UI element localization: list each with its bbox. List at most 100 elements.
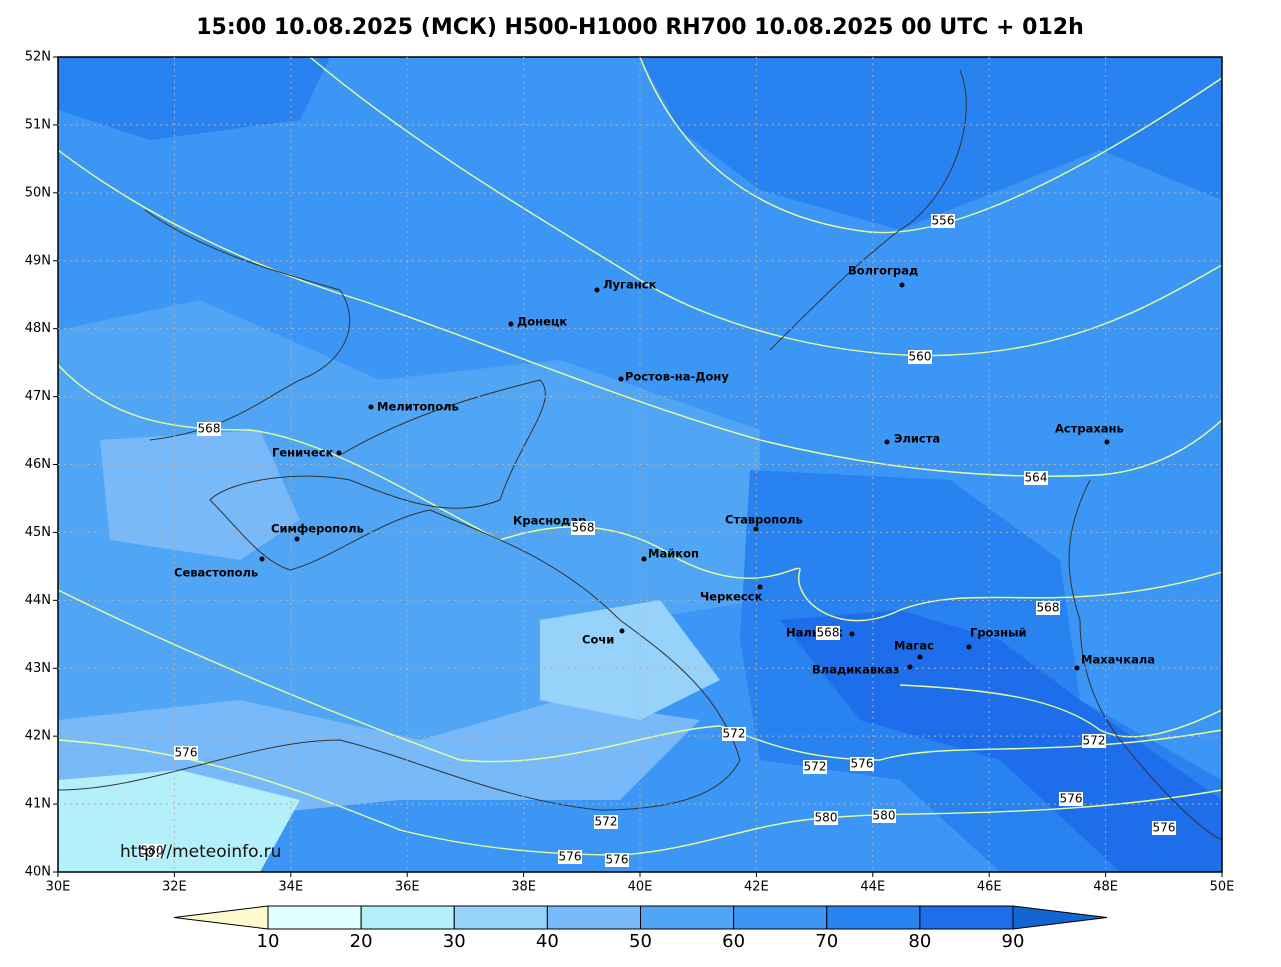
lat-label: 43N [25, 661, 51, 676]
city-dot [1104, 439, 1110, 445]
lon-label: 48E [1093, 880, 1118, 895]
contour-label-bg [140, 844, 164, 858]
city-label: Мелитополь [377, 400, 459, 414]
colorbar-segment [826, 905, 921, 930]
colorbar-segment [733, 905, 828, 930]
lat-label: 42N [25, 729, 51, 744]
city-label: Севастополь [174, 566, 258, 580]
contour-label: 576 [1060, 792, 1083, 806]
lat-label: 49N [25, 253, 51, 268]
lat-label: 41N [25, 797, 51, 812]
colorbar-label: 20 [350, 931, 373, 952]
colorbar-label: 90 [1002, 931, 1025, 952]
contour-label-bg [872, 809, 896, 823]
contour-label: 572 [723, 727, 746, 741]
contour-label-bg [1059, 792, 1083, 806]
colorbar-label: 60 [722, 931, 745, 952]
lat-label: 40N [25, 865, 51, 880]
colorbar-label: 50 [629, 931, 652, 952]
lon-label: 38E [511, 880, 536, 895]
city-dot [336, 450, 342, 456]
city-dot [849, 631, 855, 637]
city-label: Луганск [603, 278, 657, 292]
lon-label: 34E [278, 880, 303, 895]
contour-label-bg [908, 350, 932, 364]
source-url: http://meteoinfo.ru [120, 842, 281, 862]
city-label: Геническ [272, 446, 334, 460]
contour-label: 572 [1083, 734, 1106, 748]
city-dot [508, 321, 514, 327]
contour-label-bg [197, 422, 221, 436]
contour-label-bg [1082, 734, 1106, 748]
lat-label: 51N [25, 117, 51, 132]
city-dot [753, 526, 759, 532]
city-label: Симферополь [271, 522, 364, 536]
lat-label: 48N [25, 321, 51, 336]
lon-label: 42E [744, 880, 769, 895]
contour-label: 580 [815, 811, 838, 825]
contour-label-bg [174, 746, 198, 760]
labels: 52N51N50N49N48N47N46N45N44N43N42N41N40N3… [25, 50, 1235, 953]
colorbar-segment [640, 905, 735, 930]
lat-label: 46N [25, 457, 51, 472]
contour-label: 560 [909, 350, 932, 364]
contour-label: 576 [606, 853, 629, 867]
city-label: Грозный [970, 626, 1027, 640]
contour-label-bg [1152, 821, 1176, 835]
lon-label: 44E [860, 880, 885, 895]
contour-label: 572 [804, 760, 827, 774]
contour-label-bg [803, 760, 827, 774]
contour-label-bg [558, 850, 582, 864]
colorbar-label: 30 [443, 931, 466, 952]
colorbar-segment [267, 905, 362, 930]
city-dot [899, 282, 905, 288]
city-label: Майкоп [648, 547, 699, 561]
city-label: Владикавказ [812, 663, 899, 677]
lon-label: 32E [162, 880, 187, 895]
colorbar-segment [360, 905, 455, 930]
lat-label: 52N [25, 50, 51, 65]
lon-label: 36E [395, 880, 420, 895]
contour-label-bg [816, 626, 840, 640]
lon-label: 40E [628, 880, 653, 895]
city-label: Сочи [582, 633, 614, 647]
contour-label: 576 [851, 757, 874, 771]
colorbar-extend [173, 905, 269, 930]
colorbar-label: 40 [536, 931, 559, 952]
colorbar-label: 80 [908, 931, 931, 952]
city-label: Ростов-на-Дону [625, 370, 729, 384]
lon-label: 46E [977, 880, 1002, 895]
contour-label: 576 [175, 746, 198, 760]
city-dot [884, 439, 890, 445]
contour-label: 568 [1037, 601, 1060, 615]
city-dot [966, 644, 972, 650]
contour-label: 576 [559, 850, 582, 864]
contour-label: 556 [932, 214, 955, 228]
contour-label: 580 [141, 844, 164, 858]
city-label: Черкесск [700, 590, 763, 604]
contour-label-bg [931, 214, 955, 228]
city-dot [294, 536, 300, 542]
contour-label: 568 [198, 422, 221, 436]
contour-label-bg [571, 521, 595, 535]
contour-label: 580 [873, 809, 896, 823]
contour-label: 572 [595, 815, 618, 829]
lat-label: 44N [25, 593, 51, 608]
city-label: Донецк [517, 315, 567, 329]
contour-label: 576 [1153, 821, 1176, 835]
city-dot [594, 287, 600, 293]
city-dot [641, 556, 647, 562]
city-label: Краснодар [513, 514, 586, 528]
contour-label-bg [722, 727, 746, 741]
colorbar-segment [453, 905, 548, 930]
contour-label: 564 [1025, 471, 1048, 485]
city-label: Астрахань [1055, 422, 1124, 436]
contour-label: 568 [572, 521, 595, 535]
city-dot [1074, 665, 1080, 671]
city-dot [907, 664, 913, 670]
map-title: 15:00 10.08.2025 (МСК) H500-H1000 RH700 … [196, 15, 1083, 40]
city-label: Махачкала [1081, 653, 1155, 667]
contour-label-bg [850, 757, 874, 771]
